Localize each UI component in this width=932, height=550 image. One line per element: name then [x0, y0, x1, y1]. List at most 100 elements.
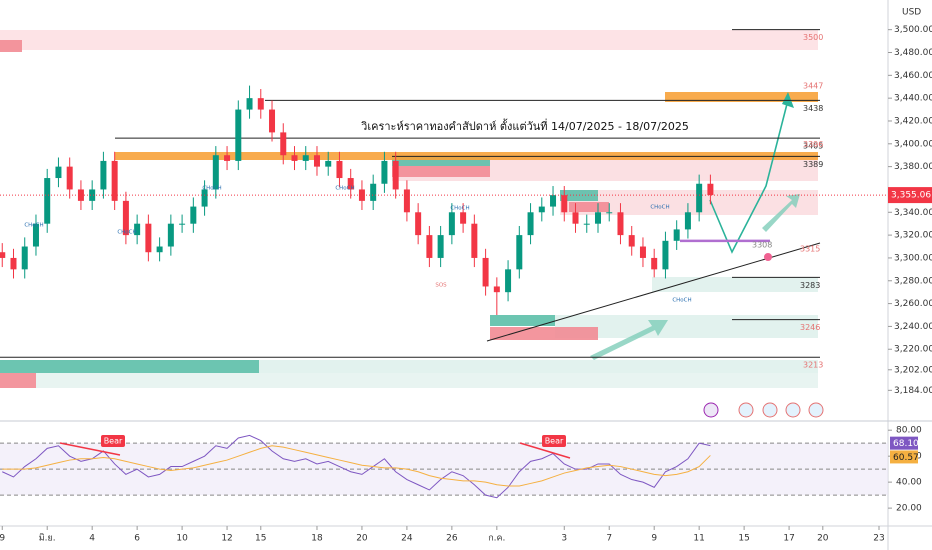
annotation: CHoCH	[24, 223, 43, 229]
level-label: 3447	[803, 82, 823, 91]
candle-body	[179, 223, 186, 225]
teal-arrow	[762, 194, 800, 232]
bear-label: Bear	[104, 437, 123, 446]
candle-body	[493, 286, 500, 293]
divergence-line	[59, 442, 121, 456]
candle-body	[448, 212, 455, 236]
y-tick-label: 3,280.00	[894, 276, 932, 286]
icon	[738, 402, 754, 418]
x-tick-label: 15	[738, 534, 749, 544]
y-tick-label: 3,500.00	[894, 25, 932, 35]
y-tick-label: 20.00	[896, 504, 922, 514]
bear-tag	[542, 435, 566, 447]
candle-body	[403, 189, 410, 213]
currency-label: USD	[902, 8, 921, 18]
projection-path	[709, 99, 789, 254]
y-tick-label: 3,184.00	[894, 386, 932, 396]
candle-body	[280, 132, 287, 156]
zone	[665, 92, 818, 102]
x-tick-label: 24	[401, 534, 413, 544]
x-tick-label: 20	[817, 534, 829, 544]
candle-body	[527, 212, 534, 236]
icon	[762, 402, 778, 418]
x-tick-label: 17	[783, 534, 794, 544]
candle-body	[347, 178, 354, 190]
level-label: 3308	[752, 240, 772, 249]
candle-body	[302, 155, 309, 161]
candle-body	[167, 223, 174, 247]
x-tick-label: 26	[446, 534, 458, 544]
y-tick-label: 3,240.00	[894, 322, 932, 332]
y-tick-label: 3,380.00	[894, 162, 932, 172]
candle-body	[89, 189, 96, 201]
zone	[259, 360, 818, 373]
y-tick-label: 3,220.00	[894, 345, 932, 355]
y-tick-label: 40.00	[896, 478, 922, 488]
zone	[0, 30, 818, 50]
candle-body	[550, 195, 557, 207]
trendline	[486, 242, 821, 342]
level-label: 3283	[800, 281, 820, 290]
level-label: 3315	[800, 244, 820, 253]
rsi-line	[2, 434, 711, 499]
candle-body	[617, 212, 624, 236]
candle-body	[707, 183, 714, 196]
candle-body	[426, 235, 433, 258]
candle-body	[415, 212, 422, 236]
candle-body	[437, 235, 444, 258]
annotation: CHoCH	[202, 186, 221, 192]
candle-body	[257, 98, 264, 110]
y-tick-label: 80.00	[896, 426, 922, 436]
icon	[808, 402, 824, 418]
x-tick-label: 7	[606, 534, 612, 544]
annotation: CHoCH	[335, 186, 354, 192]
candle-body	[684, 212, 691, 230]
level-label: 3396	[803, 140, 823, 149]
zone	[392, 166, 490, 177]
candle-body	[651, 257, 658, 270]
candle-body	[100, 160, 107, 190]
candle-body	[381, 160, 388, 184]
candle-body	[212, 155, 219, 190]
candle-body	[0, 252, 6, 258]
annotation: SOS	[435, 283, 447, 289]
rsi-tag	[890, 450, 918, 464]
candle-body	[594, 212, 601, 224]
candle-body	[662, 240, 669, 270]
icon	[785, 402, 801, 418]
candle-body	[122, 200, 129, 236]
candle-body	[111, 160, 118, 201]
y-tick-label: 3,320.00	[894, 231, 932, 241]
y-tick-label: 3,460.00	[894, 71, 932, 81]
event-icons	[703, 402, 824, 418]
candle-body	[358, 189, 365, 201]
zone	[0, 360, 259, 373]
zone	[36, 373, 818, 388]
candle-body	[235, 109, 242, 161]
x-tick-label: มิ.ย.	[39, 533, 56, 544]
annotation: CHoCH	[650, 205, 669, 211]
candle-body	[77, 189, 84, 201]
rsi-tag-label: 60.57	[893, 453, 919, 463]
level-label: 3246	[800, 323, 820, 332]
candle-body	[696, 183, 703, 213]
candle-body	[606, 212, 613, 214]
price-tag-label: 3,355.06	[891, 191, 931, 201]
x-tick-label: 23	[873, 534, 884, 544]
candle-body	[471, 223, 478, 258]
rsi-line	[2, 445, 711, 487]
candle-body	[190, 206, 197, 224]
candle-body	[325, 160, 332, 167]
divergence-line	[519, 442, 571, 459]
y-tick-label: 3,440.00	[894, 94, 932, 104]
zone	[490, 327, 598, 340]
candle-body	[291, 155, 298, 161]
x-tick-label: ก.ค.	[488, 534, 505, 544]
candle-body	[460, 212, 467, 224]
candle-body	[21, 246, 28, 270]
candle-body	[32, 223, 39, 247]
x-tick-label: 9	[651, 534, 657, 544]
price-tag	[888, 187, 932, 204]
y-tick-label: 3,400.00	[894, 139, 932, 149]
